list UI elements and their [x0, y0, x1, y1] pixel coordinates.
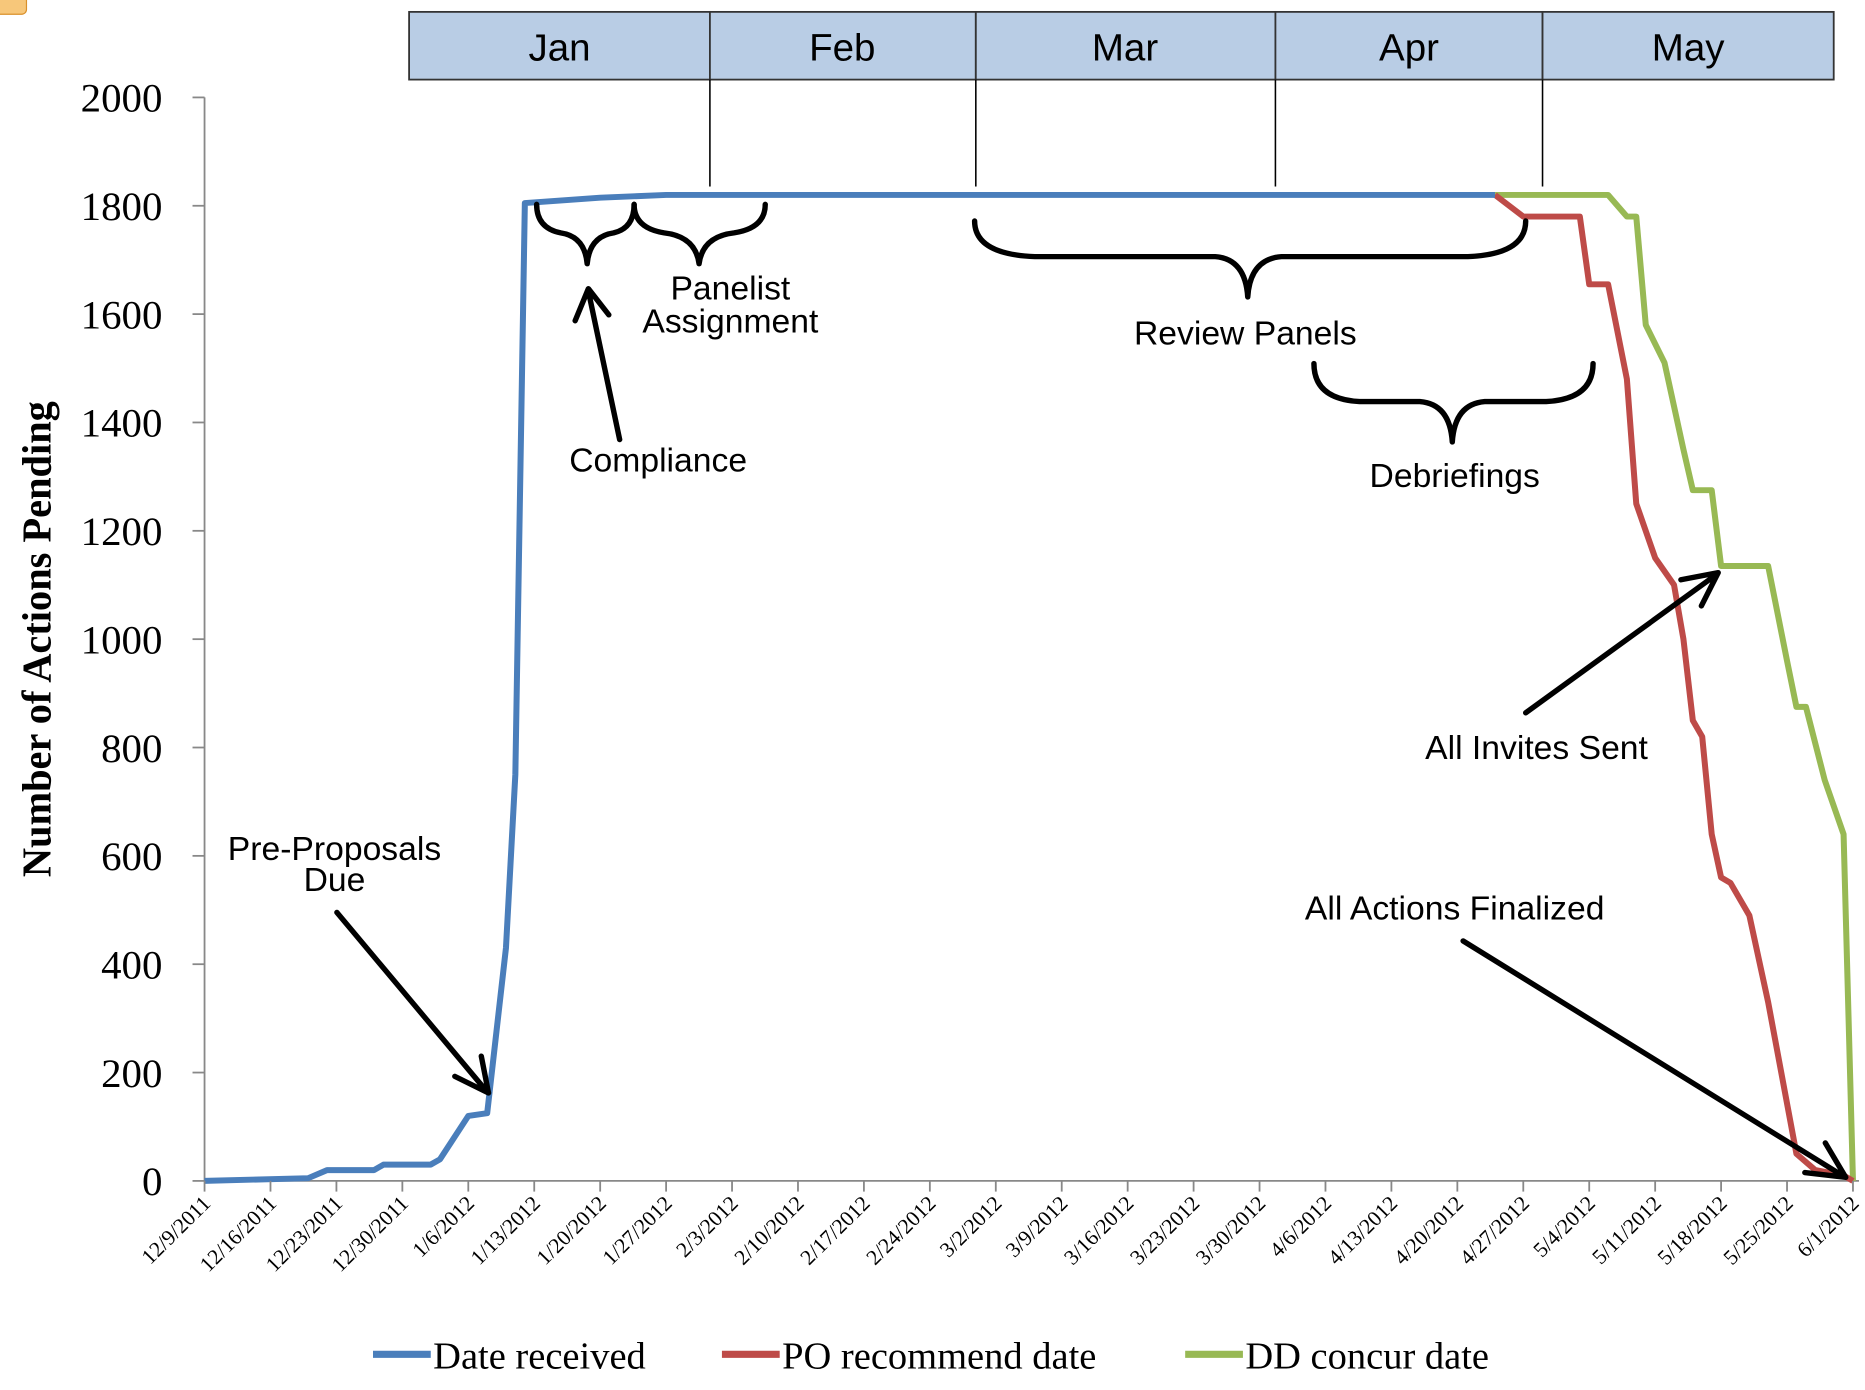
annotation: Pre-Proposals [228, 831, 441, 868]
arrow [334, 909, 492, 1096]
y-tick-label: 0 [142, 1159, 162, 1204]
month-label: May [1652, 27, 1726, 70]
brace [631, 201, 768, 267]
month-label: Feb [809, 27, 875, 70]
annotation: Review Panels [1134, 316, 1357, 353]
month-header: Jan Feb Mar Apr May [408, 10, 1835, 187]
series-line [1495, 191, 1856, 1181]
y-tick-label: 400 [101, 943, 162, 988]
month-box [1541, 10, 1835, 81]
y-tick-label: 200 [101, 1051, 162, 1096]
month-label: Mar [1092, 27, 1159, 70]
annotation: Due [304, 862, 366, 899]
x-tick-label: 2/17/2012 [796, 1191, 875, 1269]
x-tick-label: 5/11/2012 [1587, 1191, 1666, 1269]
x-tick-label: 4/27/2012 [1455, 1191, 1534, 1269]
brace [1311, 360, 1596, 445]
annotation: Debriefings [1370, 458, 1540, 495]
brace [971, 218, 1529, 300]
arrow [1460, 938, 1849, 1181]
month-box [408, 10, 711, 81]
legend: Date received PO recommend date DD concur … [373, 1336, 1489, 1378]
x-tick-label: 2/24/2012 [861, 1191, 940, 1269]
y-tick-label: 1000 [81, 618, 163, 663]
x-tick-label: 4/20/2012 [1389, 1191, 1468, 1269]
y-axis-title: Number of Actions Pending [14, 401, 59, 877]
corner-icon [0, 0, 28, 15]
month-label: Jan [528, 27, 590, 70]
plot-area [204, 191, 1856, 1184]
y-tick-label: 1600 [81, 293, 163, 338]
series-line [204, 191, 1496, 1184]
month-box [709, 10, 977, 81]
x-tick-label: 5/25/2012 [1719, 1191, 1798, 1269]
x-tick-label: 1/20/2012 [532, 1191, 611, 1269]
x-tick-label: 1/13/2012 [466, 1191, 545, 1269]
brace [533, 201, 637, 267]
x-tick-label: 4/13/2012 [1323, 1191, 1402, 1269]
annotation: Panelist [670, 271, 791, 308]
x-tick-label: 3/2/2012 [935, 1191, 1007, 1262]
legend-label: Date received [433, 1336, 646, 1378]
legend-label: DD concur date [1245, 1336, 1489, 1378]
y-tick-label: 600 [101, 834, 162, 879]
annotations: Pre-Proposals Due Panelist Assignment Co… [228, 201, 1849, 1181]
series-line [1493, 192, 1855, 1184]
x-tick-label: 3/23/2012 [1125, 1191, 1204, 1269]
annotation: Compliance [569, 443, 747, 480]
y-tick-label: 1200 [81, 509, 163, 554]
y-tick-label: 800 [101, 726, 162, 771]
annotation: Assignment [642, 304, 819, 341]
legend-label: PO recommend date [782, 1336, 1096, 1378]
x-tick-label: 3/16/2012 [1059, 1191, 1138, 1269]
y-tick-label: 1800 [81, 184, 163, 229]
x-tick-label: 2/10/2012 [730, 1191, 809, 1269]
arrow [1522, 569, 1721, 716]
annotation: All Actions Finalized [1305, 891, 1605, 928]
month-box [974, 10, 1277, 81]
y-tick-label: 1400 [81, 401, 163, 446]
x-tick-label: 3/30/2012 [1191, 1191, 1270, 1269]
month-label: Apr [1379, 27, 1439, 70]
arrow [572, 286, 623, 443]
x-tick-label: 1/27/2012 [598, 1191, 677, 1269]
x-tick-label: 5/18/2012 [1653, 1191, 1732, 1269]
annotation: All Invites Sent [1425, 730, 1648, 767]
x-tick-label: 6/1/2012 [1792, 1191, 1864, 1262]
y-tick-label: 2000 [81, 76, 163, 121]
